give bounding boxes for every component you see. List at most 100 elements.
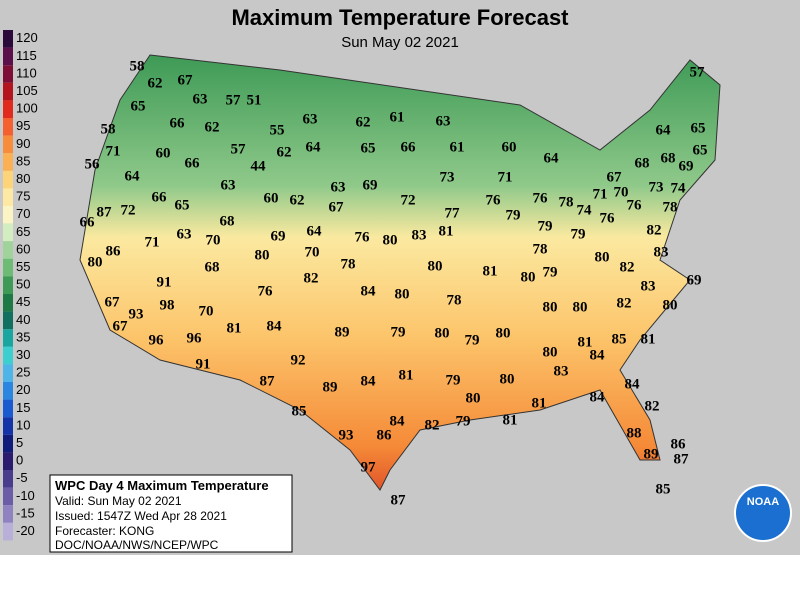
temperature-label: 78	[663, 199, 678, 215]
temperature-label: 62	[356, 114, 371, 130]
temperature-label: 81	[227, 320, 242, 336]
legend-swatch	[3, 258, 13, 277]
temperature-label: 81	[532, 395, 547, 411]
logo-circle	[734, 484, 792, 542]
temperature-label: 71	[106, 143, 121, 159]
temperature-label: 63	[331, 179, 346, 195]
temperature-label: 96	[187, 330, 203, 346]
temperature-label: 80	[543, 344, 558, 360]
temperature-label: 93	[339, 427, 354, 443]
legend-swatch	[3, 487, 13, 506]
legend-label: 0	[16, 453, 23, 468]
temperature-label: 73	[440, 169, 455, 185]
temperature-label: 62	[205, 119, 220, 135]
temperature-label: 76	[627, 197, 643, 213]
legend-swatch	[3, 311, 13, 330]
temperature-label: 87	[260, 373, 276, 389]
temperature-label: 79	[446, 372, 461, 388]
legend-label: -5	[16, 470, 28, 485]
legend-swatch	[3, 30, 13, 48]
legend-label: 25	[16, 365, 30, 380]
temperature-label: 55	[270, 122, 285, 138]
temperature-label: 65	[361, 140, 376, 156]
temperature-label: 78	[447, 292, 462, 308]
temperature-label: 96	[149, 332, 165, 348]
temperature-label: 57	[690, 64, 706, 80]
legend-label: 95	[16, 118, 30, 133]
temperature-label: 67	[607, 169, 623, 185]
temperature-label: 80	[466, 390, 481, 406]
legend-label: -20	[16, 523, 35, 538]
legend-swatch	[3, 206, 13, 224]
temperature-label: 64	[307, 223, 323, 239]
temperature-label: 84	[267, 318, 283, 334]
temperature-label: 87	[391, 492, 407, 508]
legend-label: 30	[16, 347, 30, 362]
legend-swatch	[3, 241, 13, 259]
legend-label: 105	[16, 83, 38, 98]
temperature-label: 87	[674, 451, 690, 467]
legend-label: 120	[16, 30, 38, 45]
color-legend: 1201151101051009590858075706560555045403…	[3, 30, 38, 541]
temperature-label: 61	[390, 109, 405, 125]
temperature-label: 66	[401, 139, 417, 155]
temperature-label: 79	[571, 226, 586, 242]
temperature-label: 71	[498, 169, 513, 185]
temperature-label: 89	[644, 446, 659, 462]
legend-label: 100	[16, 101, 38, 116]
temperature-label: 69	[363, 177, 378, 193]
temperature-label: 77	[445, 205, 461, 221]
temperature-label: 60	[156, 145, 171, 161]
subtitle: Sun May 02 2021	[341, 34, 459, 51]
temperature-label: 68	[635, 155, 650, 171]
temperature-label: 80	[255, 247, 270, 263]
legend-swatch	[3, 470, 13, 488]
legend-label: -15	[16, 505, 35, 520]
legend-label: -10	[16, 488, 35, 503]
info-line: Valid: Sun May 02 2021	[55, 494, 182, 508]
legend-swatch	[3, 417, 13, 435]
temperature-label: 81	[483, 263, 498, 279]
legend-swatch	[3, 452, 13, 470]
temperature-label: 65	[131, 98, 146, 114]
temperature-label: 79	[538, 218, 553, 234]
legend-swatch	[3, 276, 13, 294]
legend-swatch	[3, 65, 13, 83]
temperature-label: 79	[391, 324, 406, 340]
temperature-label: 76	[258, 283, 274, 299]
temperature-label: 91	[196, 356, 211, 372]
temperature-label: 86	[671, 436, 687, 452]
temperature-label: 66	[185, 155, 201, 171]
temperature-label: 44	[251, 158, 267, 174]
temperature-label: 60	[264, 190, 279, 206]
legend-swatch	[3, 135, 13, 154]
legend-swatch	[3, 522, 13, 541]
temperature-label: 64	[125, 168, 141, 184]
info-line: DOC/NOAA/NWS/NCEP/WPC	[55, 538, 219, 552]
legend-swatch	[3, 170, 13, 189]
temperature-label: 82	[304, 270, 319, 286]
temperature-label: 83	[412, 227, 427, 243]
legend-label: 5	[16, 435, 23, 450]
temperature-label: 69	[271, 228, 286, 244]
temperature-label: 65	[693, 142, 708, 158]
temperature-label: 80	[500, 371, 515, 387]
legend-swatch	[3, 294, 13, 312]
temperature-label: 84	[590, 347, 606, 363]
legend-swatch	[3, 329, 13, 347]
legend-label: 40	[16, 312, 30, 327]
temperature-label: 68	[205, 259, 220, 275]
legend-label: 10	[16, 417, 30, 432]
temperature-label: 62	[148, 75, 163, 91]
temperature-label: 80	[543, 299, 558, 315]
temperature-label: 76	[486, 192, 502, 208]
temperature-label: 83	[641, 278, 656, 294]
temperature-label: 80	[595, 249, 610, 265]
temperature-label: 89	[323, 379, 338, 395]
temperature-label: 70	[614, 184, 629, 200]
temperature-label: 76	[355, 229, 371, 245]
temperature-label: 72	[121, 202, 136, 218]
logo-text: NOAA	[747, 496, 779, 508]
legend-swatch	[3, 434, 13, 453]
legend-swatch	[3, 382, 13, 400]
